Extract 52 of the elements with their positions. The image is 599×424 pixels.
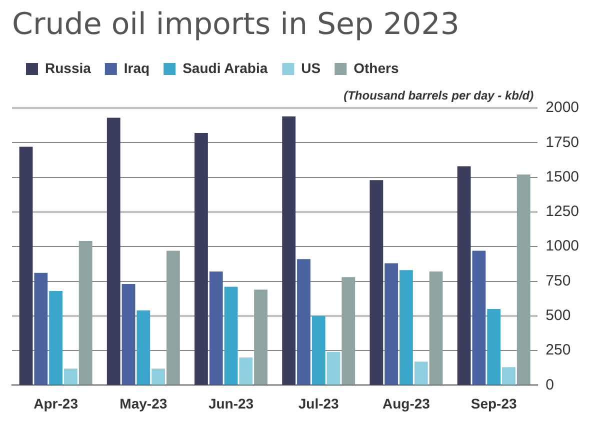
bar bbox=[224, 286, 238, 385]
bar bbox=[166, 250, 180, 385]
y-tick-label: 0 bbox=[546, 376, 554, 394]
x-tick-label: Jul-23 bbox=[298, 395, 340, 412]
y-tick-label: 1000 bbox=[546, 238, 580, 255]
bar bbox=[487, 308, 501, 385]
bar bbox=[152, 368, 166, 385]
bar bbox=[429, 272, 443, 385]
bar bbox=[49, 290, 63, 385]
legend-label: Iraq bbox=[124, 60, 150, 76]
bar bbox=[502, 367, 516, 385]
legend-label: US bbox=[301, 60, 321, 76]
bar bbox=[297, 259, 310, 385]
chart-title: Crude oil imports in Sep 2023 bbox=[12, 6, 460, 42]
y-tick-label: 750 bbox=[546, 272, 571, 290]
bar bbox=[312, 316, 326, 385]
x-tick-label: Aug-23 bbox=[382, 395, 430, 412]
x-tick-label: Jun-23 bbox=[208, 395, 254, 412]
bar bbox=[457, 166, 471, 385]
bar bbox=[282, 116, 296, 385]
y-tick-label: 250 bbox=[546, 342, 571, 359]
bar bbox=[19, 146, 33, 385]
bar bbox=[254, 290, 268, 385]
bar bbox=[472, 250, 486, 385]
x-tick-label: May-23 bbox=[120, 395, 168, 412]
bar bbox=[414, 362, 428, 385]
bar bbox=[64, 368, 78, 385]
bar bbox=[78, 241, 92, 385]
bar bbox=[384, 263, 398, 385]
bar bbox=[34, 272, 48, 385]
x-tick-label: Apr-23 bbox=[34, 395, 78, 412]
y-tick-label: 1500 bbox=[546, 168, 580, 186]
bar bbox=[194, 132, 208, 385]
x-tick-label: Sep-23 bbox=[470, 395, 517, 412]
y-tick-label: 500 bbox=[546, 307, 571, 324]
bar bbox=[370, 180, 384, 385]
bar bbox=[122, 284, 136, 385]
bar bbox=[136, 310, 150, 385]
bar bbox=[516, 174, 530, 385]
bar bbox=[400, 270, 413, 385]
bar bbox=[239, 357, 253, 385]
bar bbox=[209, 272, 223, 385]
bar bbox=[342, 277, 356, 385]
y-axis-title: (Thousand barrels per day - kb/d) bbox=[344, 88, 534, 102]
legend-label: Saudi Arabia bbox=[182, 60, 268, 76]
legend-label: Russia bbox=[45, 60, 92, 76]
bar bbox=[326, 352, 340, 385]
legend-label: Others bbox=[354, 60, 399, 76]
bar bbox=[106, 118, 120, 385]
y-tick-label: 1250 bbox=[546, 203, 580, 220]
y-tick-label: 2000 bbox=[546, 99, 580, 116]
y-tick-label: 1750 bbox=[546, 134, 580, 151]
